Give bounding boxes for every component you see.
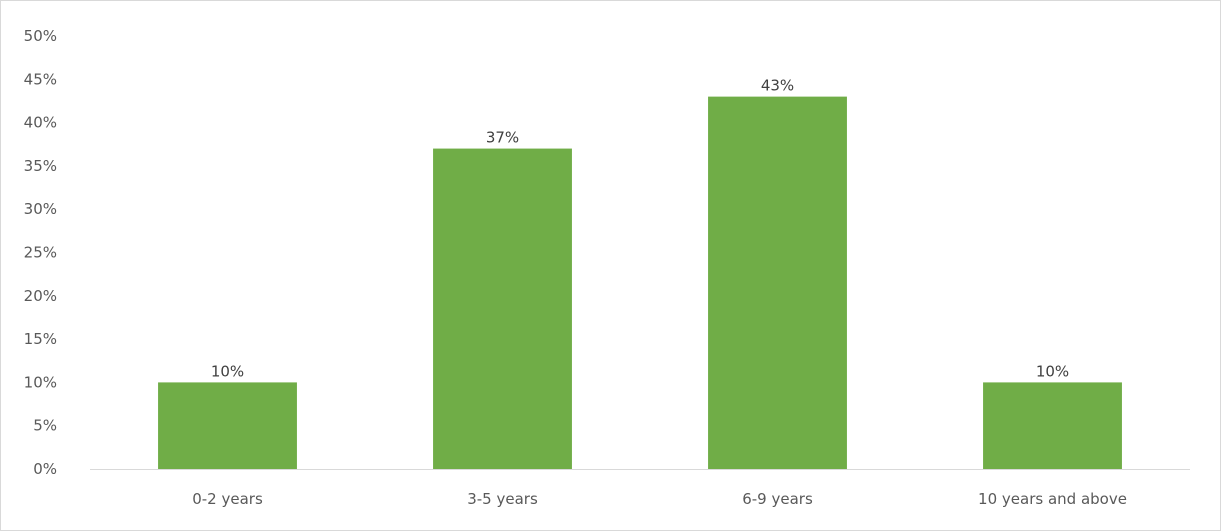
bar: [158, 382, 297, 469]
y-tick-label: 40%: [24, 114, 57, 132]
x-tick-label: 6-9 years: [742, 490, 813, 508]
bar: [433, 148, 572, 469]
data-labels-group: 10% 37% 43% 10%: [211, 77, 1069, 381]
x-tick-label: 0-2 years: [192, 490, 263, 508]
y-tick-label: 35%: [24, 157, 57, 175]
bar-data-label: 10%: [1036, 362, 1069, 380]
y-tick-label: 10%: [24, 373, 57, 391]
bar-data-label: 10%: [211, 362, 244, 380]
y-tick-label: 25%: [24, 244, 57, 262]
bar: [708, 96, 847, 470]
y-tick-label: 15%: [24, 330, 57, 348]
x-axis-tick-labels: 0-2 years 3-5 years 6-9 years 10 years and …: [192, 490, 1127, 508]
bar: [983, 382, 1122, 469]
y-tick-label: 5%: [33, 417, 57, 435]
y-tick-label: 0%: [33, 460, 57, 478]
y-tick-label: 30%: [24, 200, 57, 218]
x-tick-label: 3-5 years: [467, 490, 538, 508]
x-tick-label: 10 years and above: [978, 490, 1127, 508]
bar-data-label: 37%: [486, 129, 519, 147]
bars-group: [158, 96, 1122, 470]
y-tick-label: 50%: [24, 27, 57, 45]
y-tick-label: 45%: [24, 70, 57, 88]
y-axis-tick-labels: 0% 5% 10% 15% 20% 25% 30% 35% 40% 45% 50%: [24, 27, 57, 478]
y-tick-label: 20%: [24, 287, 57, 305]
bar-data-label: 43%: [761, 77, 794, 95]
